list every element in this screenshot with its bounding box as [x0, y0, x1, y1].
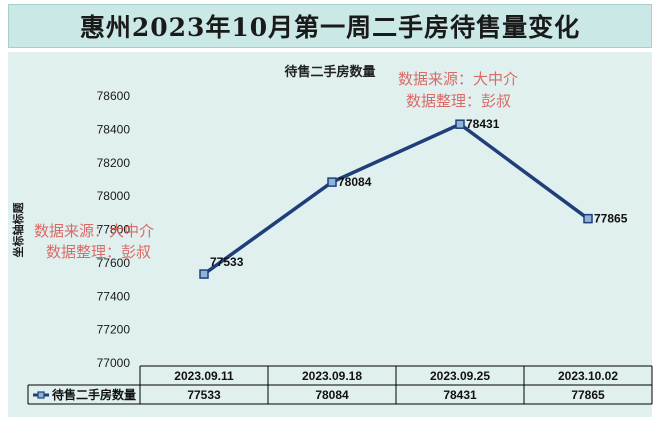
chart-title: 待售二手房数量	[283, 64, 375, 80]
y-tick-label: 77600	[97, 256, 131, 270]
x-category-label: 2023.10.02	[558, 369, 618, 383]
data-label: 78431	[466, 117, 500, 131]
data-point	[583, 213, 593, 224]
watermark-author-left: 数据整理：彭叔	[46, 243, 151, 261]
data-label: 78084	[338, 175, 372, 189]
watermark-author-top: 数据整理：彭叔	[406, 92, 511, 110]
y-tick-label: 78000	[97, 189, 131, 203]
y-tick-label: 78200	[97, 156, 131, 170]
plot-background	[8, 52, 652, 417]
y-tick-label: 77800	[97, 223, 131, 237]
y-tick-label: 78600	[97, 89, 131, 103]
x-category-label: 2023.09.25	[430, 369, 490, 383]
watermark-source-left: 数据来源：大中介	[34, 222, 154, 240]
data-point	[455, 119, 465, 129]
x-category-label: 2023.09.18	[302, 369, 362, 383]
y-tick-label: 77200	[97, 323, 131, 337]
y-tick-label: 77400	[97, 289, 131, 303]
table-value-cell: 77865	[571, 388, 605, 402]
watermark-source-top: 数据来源：大中介	[398, 70, 518, 88]
data-label: 77865	[594, 212, 628, 226]
legend-series-name: 待售二手房数量	[52, 387, 136, 402]
table-value-cell: 77533	[187, 388, 221, 402]
data-point	[199, 269, 209, 279]
data-label: 77533	[210, 255, 244, 269]
banner: 惠州2023年10月第一周二手房待售量变化	[8, 4, 652, 48]
table-value-cell: 78084	[315, 388, 349, 402]
banner-title: 惠州2023年10月第一周二手房待售量变化	[79, 13, 581, 42]
table-value-cell: 78431	[443, 388, 477, 402]
data-point	[327, 177, 337, 187]
y-tick-label: 77000	[97, 356, 131, 370]
y-axis-title: 坐标轴标题	[11, 202, 25, 258]
y-tick-label: 78400	[97, 122, 131, 136]
x-category-label: 2023.09.11	[174, 369, 234, 383]
legend-key-marker	[37, 391, 45, 399]
series-line	[202, 122, 590, 276]
